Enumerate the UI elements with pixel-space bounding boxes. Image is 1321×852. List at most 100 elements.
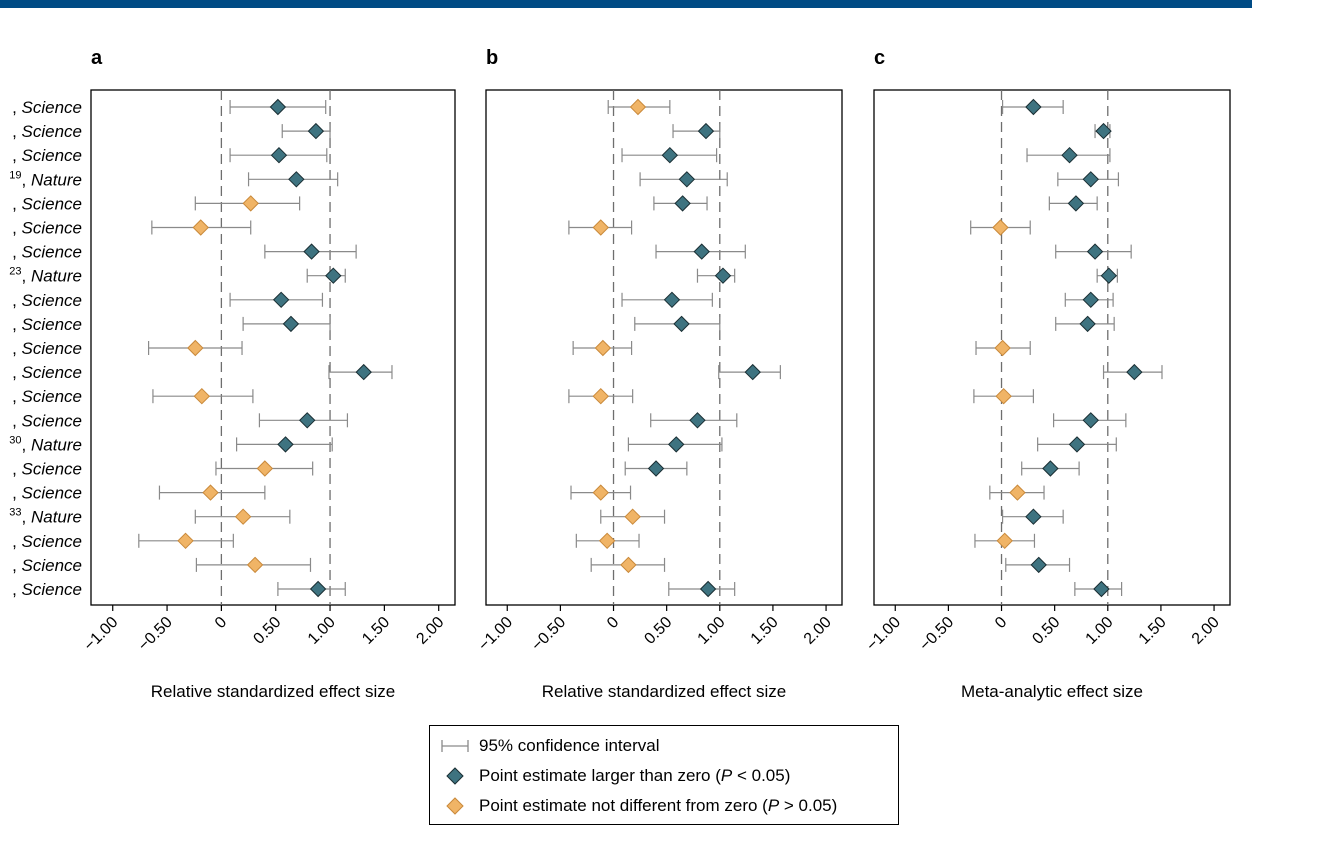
point-estimate-not-significant [624,508,641,525]
row-label: , Science [12,291,82,310]
estimate-row [1001,508,1064,525]
estimate-row [1052,412,1127,429]
estimate-row [1102,363,1163,381]
estimate-row [973,387,1035,405]
estimate-row [975,339,1031,357]
x-tick-label: 1.50 [748,614,782,648]
point-estimate-significant [272,291,290,309]
point-estimate-significant [1030,556,1047,574]
estimate-row [672,122,721,140]
point-estimate-not-significant [592,219,609,236]
point-estimate-not-significant [234,508,252,525]
row-label: , Science [12,532,82,551]
point-estimate-significant [699,580,717,598]
estimate-row [600,508,666,525]
x-tick-label: 2.00 [801,614,835,648]
point-estimate-significant [744,363,761,381]
point-estimate-significant [309,580,327,598]
x-tick-label: 1.50 [359,614,393,648]
estimate-row [195,556,312,574]
estimate-row [634,315,721,333]
x-axis-title: Relative standardized effect size [542,682,786,701]
x-tick-label: −1.00 [475,614,516,655]
point-estimate-significant [1095,122,1112,140]
point-estimate-significant [678,171,696,188]
x-tick-label: −0.50 [917,614,958,655]
estimate-row [639,171,728,188]
estimate-row [989,484,1045,501]
estimate-row [650,412,738,429]
point-estimate-significant [1093,580,1110,598]
row-label: , Science [12,580,82,599]
point-estimate-significant [355,363,372,381]
row-label: 19, Nature [9,169,82,189]
estimate-row [242,315,331,333]
estimate-row [624,460,688,477]
x-tick-label: 1.00 [305,614,339,648]
estimate-row [572,339,633,357]
estimate-row [1096,267,1118,284]
teal-diamond-icon [440,766,470,786]
x-tick-label: 1.00 [1083,614,1117,648]
x-tick-label: 2.00 [1189,614,1223,648]
estimate-row [653,195,708,212]
estimate-row [974,532,1036,550]
estimate-row [147,339,243,357]
point-estimate-significant [663,291,681,309]
estimate-row [1001,98,1064,116]
point-estimate-significant [1067,195,1085,212]
x-tick-label: −0.50 [135,614,176,655]
legend-sig-entry: Point estimate larger than zero (P < 0.0… [440,764,790,788]
point-estimate-significant [1086,243,1104,260]
estimate-row [281,122,331,140]
row-label: , Science [12,98,82,117]
estimate-row [607,98,671,116]
legend: 95% confidence interval Point estimate l… [429,725,899,825]
point-estimate-not-significant [1009,484,1026,501]
x-axis-title: Meta-analytic effect size [961,682,1143,701]
estimate-row [655,243,746,260]
point-estimate-not-significant [594,339,612,357]
point-estimate-significant [1079,315,1096,333]
estimate-row [696,267,736,284]
x-tick-label: 0.50 [251,614,285,648]
estimate-row [1074,580,1123,598]
point-estimate-significant [288,171,305,188]
point-estimate-significant [661,146,679,164]
point-estimate-significant [697,122,715,140]
legend-ns-entry: Point estimate not different from zero (… [440,794,837,818]
estimate-row [1094,122,1112,140]
estimate-row [138,532,234,550]
point-estimate-not-significant [187,339,204,357]
estimate-row [151,219,252,236]
point-estimate-not-significant [177,532,194,550]
x-axis-title: Relative standardized effect size [151,682,395,701]
point-estimate-significant [1100,267,1118,284]
panel-letter: b [486,47,498,69]
x-tick-label: −1.00 [81,614,122,655]
x-tick-label: 0 [212,614,230,632]
estimate-row [236,436,333,453]
point-estimate-significant [299,412,316,429]
estimate-row [570,484,632,501]
estimate-row [1055,315,1115,333]
row-label: 23, Nature [9,266,82,286]
estimate-row [718,363,781,381]
estimate-row [1064,291,1114,309]
point-estimate-significant [673,315,690,333]
estimate-row [1005,556,1071,574]
row-label: , Science [12,460,82,479]
point-estimate-not-significant [592,387,609,405]
row-label: , Science [12,484,82,503]
panel-b: b −1.00 −0.50 0 0.50 1.00 1.50 2.00 Relative sta… [475,47,843,701]
point-estimate-significant [714,267,732,284]
point-estimate-significant [1061,146,1078,164]
panel-letter: c [874,47,885,69]
point-estimate-significant [674,195,691,212]
point-estimate-significant [1042,460,1059,477]
estimate-row [1037,436,1117,453]
point-estimate-significant [1126,363,1143,381]
x-tick-label: 1.50 [1136,614,1170,648]
point-estimate-significant [1082,171,1099,188]
